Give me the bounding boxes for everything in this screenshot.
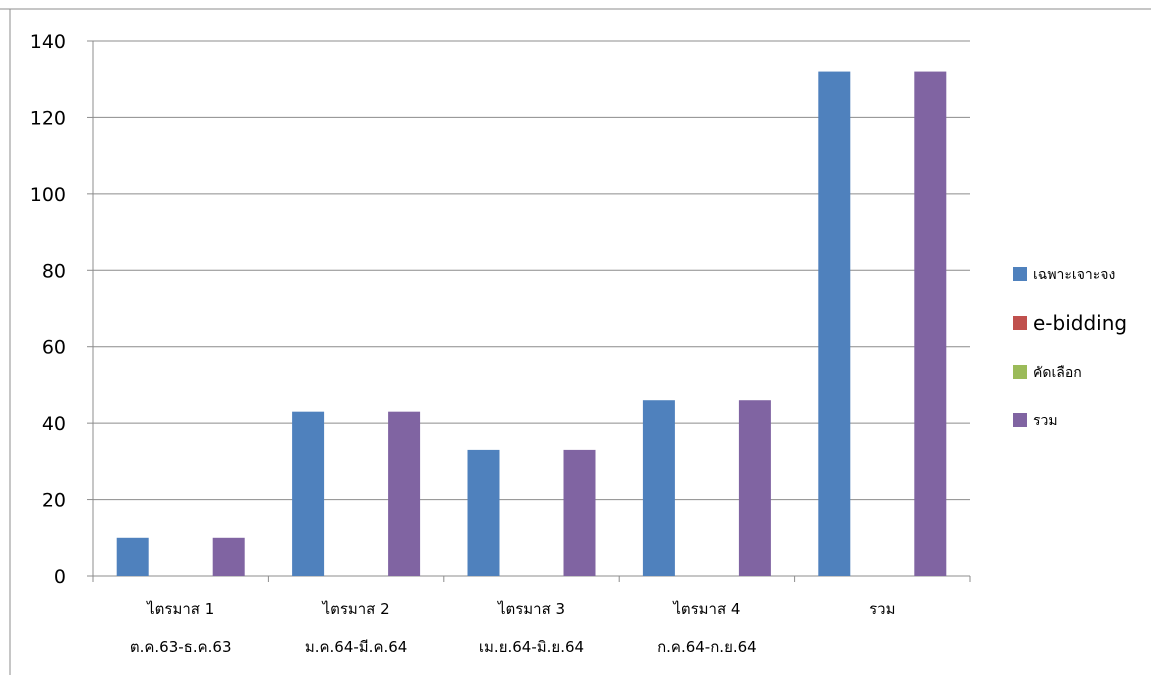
legend-label-3: คัดเลือก: [1033, 365, 1082, 381]
y-tick-label: 20: [42, 490, 66, 512]
y-tick-label: 100: [30, 184, 66, 206]
bar-4-4: [738, 400, 771, 576]
bar-1-2: [292, 411, 325, 576]
y-tick-labels: 0 20 40 60 80 100 120 140: [30, 31, 66, 588]
y-tick-label: 80: [42, 260, 66, 282]
bar-4-2: [388, 411, 421, 576]
x-tick-label: ไตรมาส 4: [672, 600, 740, 618]
x-tick-label: ไตรมาส 2: [322, 600, 390, 618]
x-tick-label-sub: ต.ค.63-ธ.ค.63: [130, 638, 232, 656]
legend-label-4: รวม: [1033, 413, 1058, 429]
y-tick-label: 140: [30, 31, 66, 53]
bar-1-4: [642, 400, 675, 576]
bars: [116, 71, 947, 577]
legend-label-2: e-bidding: [1033, 311, 1127, 335]
bar-1-1: [116, 537, 149, 576]
x-tick-label-sub: ม.ค.64-มี.ค.64: [305, 638, 408, 656]
legend-swatch-2: [1013, 316, 1027, 330]
y-tick-label: 120: [30, 107, 66, 129]
x-tick-label-sub: ก.ค.64-ก.ย.64: [657, 638, 757, 656]
bar-1-3: [467, 449, 500, 576]
gridlines: [93, 40, 970, 501]
bar-1-5: [818, 71, 851, 577]
x-tick-labels: ไตรมาส 1 ต.ค.63-ธ.ค.63 ไตรมาส 2 ม.ค.64-มี.ค…: [130, 600, 896, 656]
y-tick-label: 0: [54, 566, 66, 588]
legend-swatch-1: [1013, 267, 1027, 281]
legend-swatch-3: [1013, 365, 1027, 379]
x-tick-label: ไตรมาส 3: [497, 600, 565, 618]
bar-4-1: [212, 537, 245, 576]
x-tick-label: ไตรมาส 1: [146, 600, 214, 618]
y-tick-label: 40: [42, 413, 66, 435]
bar-4-3: [563, 449, 596, 576]
legend-label-1: เฉพาะเจาะจง: [1033, 267, 1115, 283]
x-tick-label-sub: เม.ย.64-มิ.ย.64: [479, 638, 584, 656]
x-tick-label: รวม: [869, 600, 895, 618]
bar-4-5: [914, 71, 947, 577]
y-tick-label: 60: [42, 337, 66, 359]
legend-swatch-4: [1013, 413, 1027, 427]
